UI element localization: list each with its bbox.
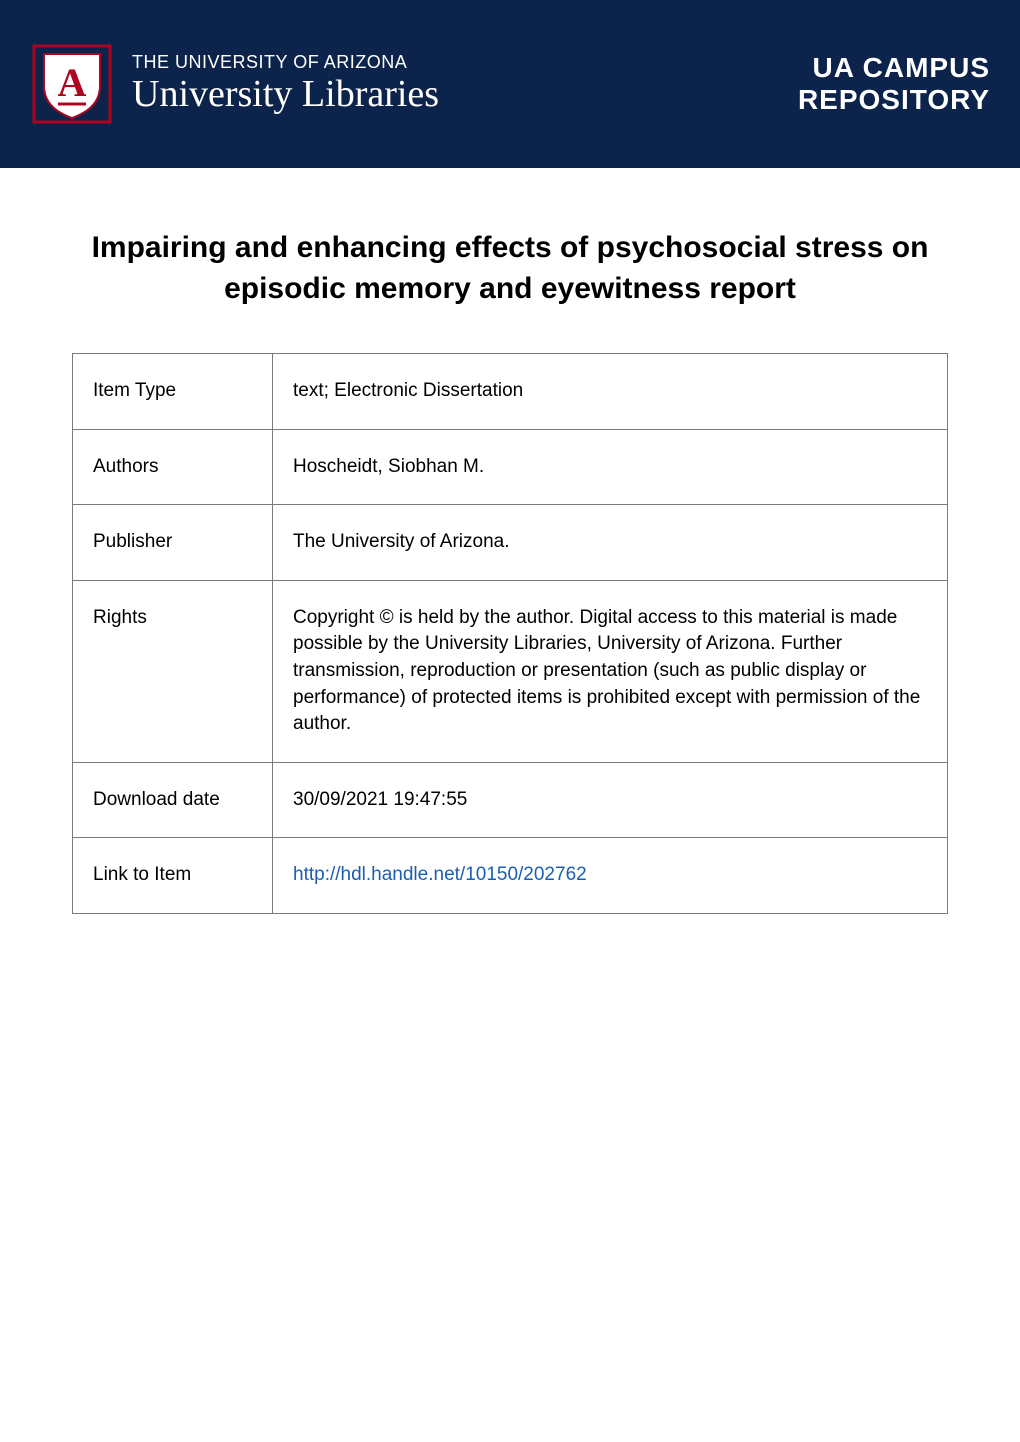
logo-main: University Libraries <box>132 73 439 117</box>
banner-left: A THE UNIVERSITY OF ARIZONA University L… <box>30 42 798 126</box>
meta-label: Link to Item <box>73 838 273 914</box>
metadata-table: Item Type text; Electronic Dissertation … <box>72 353 948 914</box>
item-link[interactable]: http://hdl.handle.net/10150/202762 <box>293 864 587 885</box>
table-row: Publisher The University of Arizona. <box>73 505 948 581</box>
banner-right-line-2: REPOSITORY <box>798 84 990 116</box>
page-content: Impairing and enhancing effects of psych… <box>0 168 1020 954</box>
meta-value: The University of Arizona. <box>273 505 948 581</box>
logo-overline: THE UNIVERSITY OF ARIZONA <box>132 52 439 73</box>
table-row: Link to Item http://hdl.handle.net/10150… <box>73 838 948 914</box>
table-row: Download date 30/09/2021 19:47:55 <box>73 762 948 838</box>
banner-right: UA CAMPUS REPOSITORY <box>798 52 990 116</box>
logo-letter: A <box>58 60 87 105</box>
meta-label: Download date <box>73 762 273 838</box>
table-row: Item Type text; Electronic Dissertation <box>73 354 948 430</box>
meta-value: Hoscheidt, Siobhan M. <box>273 429 948 505</box>
page-title: Impairing and enhancing effects of psych… <box>72 228 948 309</box>
meta-value: text; Electronic Dissertation <box>273 354 948 430</box>
meta-label: Authors <box>73 429 273 505</box>
meta-label: Publisher <box>73 505 273 581</box>
table-row: Rights Copyright © is held by the author… <box>73 580 948 762</box>
table-row: Authors Hoscheidt, Siobhan M. <box>73 429 948 505</box>
repository-banner: A THE UNIVERSITY OF ARIZONA University L… <box>0 0 1020 168</box>
meta-label: Item Type <box>73 354 273 430</box>
banner-right-line-1: UA CAMPUS <box>798 52 990 84</box>
meta-value: Copyright © is held by the author. Digit… <box>273 580 948 762</box>
meta-value: http://hdl.handle.net/10150/202762 <box>273 838 948 914</box>
meta-value: 30/09/2021 19:47:55 <box>273 762 948 838</box>
meta-label: Rights <box>73 580 273 762</box>
banner-logo-text: THE UNIVERSITY OF ARIZONA University Lib… <box>132 52 439 116</box>
ua-shield-logo-icon: A <box>30 42 114 126</box>
